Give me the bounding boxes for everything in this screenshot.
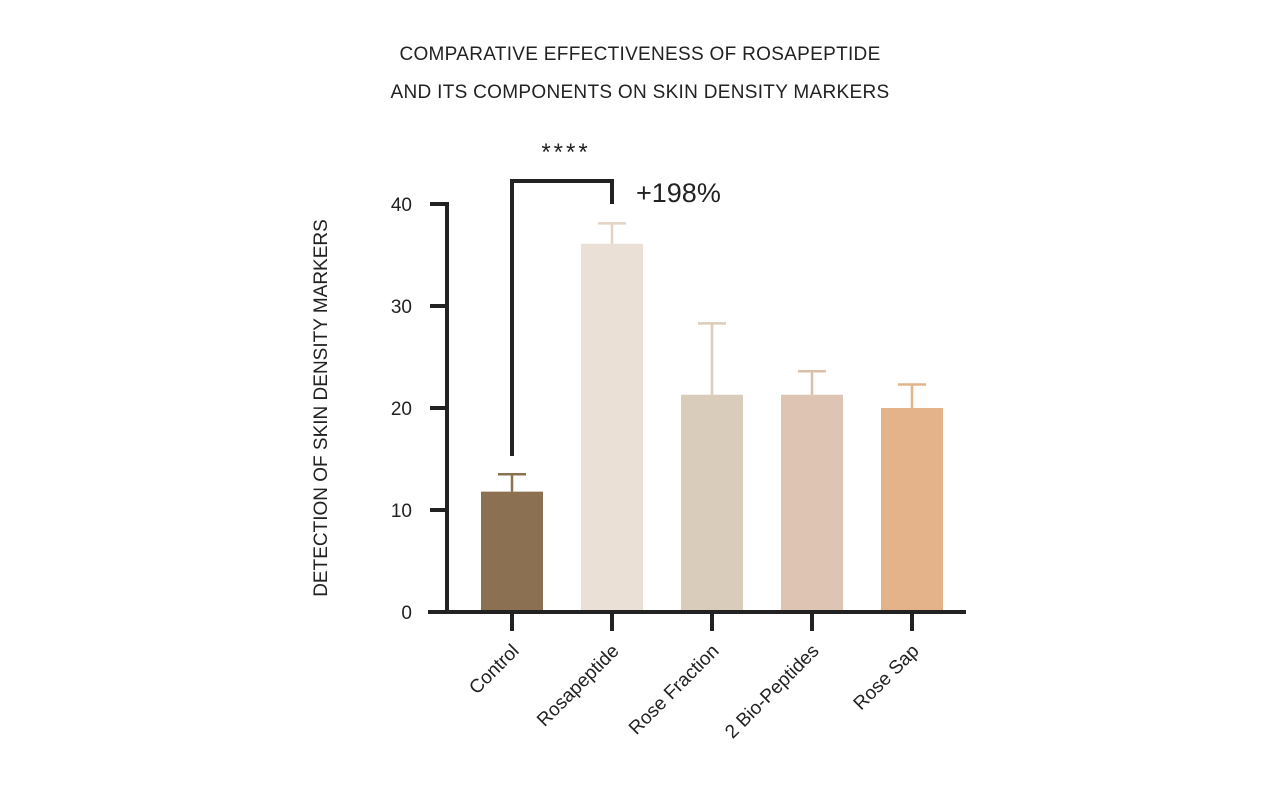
significance-stars: **** bbox=[541, 139, 590, 166]
bar bbox=[881, 408, 943, 612]
x-tick-label: Rosapeptide bbox=[533, 641, 623, 731]
y-axis-label: DETECTION OF SKIN DENSITY MARKERS bbox=[311, 219, 332, 597]
x-tick-label: Rose Sap bbox=[850, 641, 924, 715]
chart-title-line-2: AND ITS COMPONENTS ON SKIN DENSITY MARKE… bbox=[390, 82, 890, 103]
y-tick-label: 40 bbox=[391, 195, 412, 216]
x-tick-label: Control bbox=[465, 641, 523, 699]
y-tick-label: 20 bbox=[391, 399, 412, 420]
bar bbox=[481, 491, 543, 612]
x-tick-label: 2 Bio-Peptides bbox=[721, 641, 823, 743]
y-tick-label: 0 bbox=[401, 603, 412, 624]
x-tick-label: Rose Fraction bbox=[625, 641, 723, 739]
y-tick-label: 10 bbox=[391, 501, 412, 522]
significance-bracket bbox=[510, 179, 614, 456]
bar bbox=[581, 243, 643, 612]
y-tick-label: 30 bbox=[391, 297, 412, 318]
percent-increase-label: +198% bbox=[636, 178, 721, 208]
chart-title-line-1: COMPARATIVE EFFECTIVENESS OF ROSAPEPTIDE bbox=[399, 44, 881, 65]
bar bbox=[681, 394, 743, 612]
bar bbox=[781, 394, 843, 612]
